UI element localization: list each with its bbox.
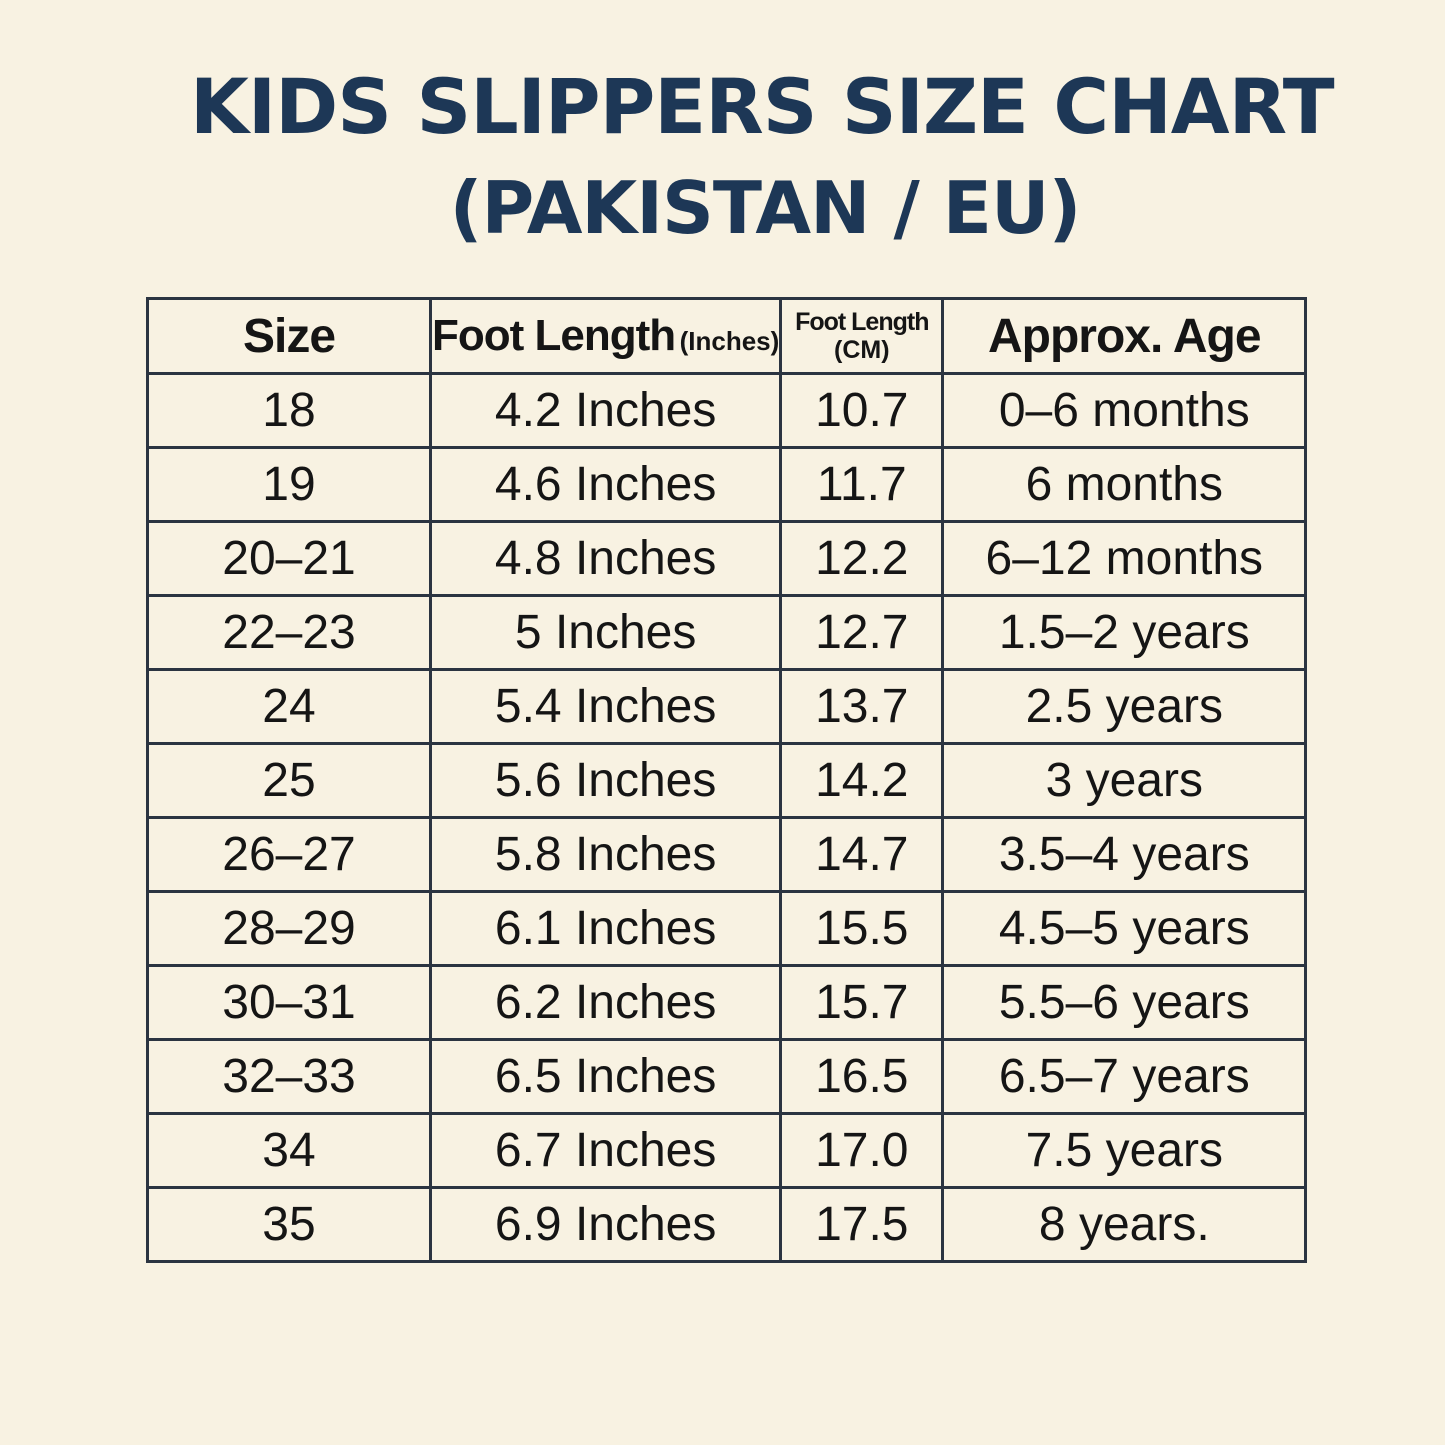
table-cell: 6.2 Inches bbox=[428, 964, 783, 1041]
table-cell: 6.5 Inches bbox=[428, 1038, 783, 1115]
table-cell: 15.7 bbox=[779, 964, 945, 1041]
table-cell: 30–31 bbox=[146, 964, 432, 1041]
table-cell: 5.6 Inches bbox=[428, 742, 783, 819]
table-cell: 6.1 Inches bbox=[428, 890, 783, 967]
table-row: 28–29 6.1 Inches 15.5 4.5–5 years bbox=[146, 890, 1308, 967]
column-label: Foot Length bbox=[795, 308, 929, 336]
table-cell: 7.5 years bbox=[941, 1112, 1308, 1189]
column-header: Foot Length (CM) bbox=[779, 297, 945, 375]
table-cell: 19 bbox=[146, 446, 432, 523]
table-cell: 4.8 Inches bbox=[428, 520, 783, 597]
table-cell: 14.7 bbox=[779, 816, 945, 893]
column-label: Approx. Age bbox=[987, 309, 1262, 363]
header-row: Size Foot Length (Inches) Foot Length (CM) A… bbox=[146, 297, 1308, 375]
column-unit: (CM) bbox=[834, 336, 890, 364]
column-label: Foot Length bbox=[432, 311, 677, 360]
table-cell: 6.7 Inches bbox=[428, 1112, 783, 1189]
table-row: 19 4.6 Inches 11.7 6 months bbox=[146, 446, 1308, 523]
table-row: 30–31 6.2 Inches 15.7 5.5–6 years bbox=[146, 964, 1308, 1041]
column-unit: (Inches) bbox=[679, 326, 780, 356]
table-cell: 32–33 bbox=[146, 1038, 432, 1115]
table-row: 20–21 4.8 Inches 12.2 6–12 months bbox=[146, 520, 1308, 597]
table-cell: 2.5 years bbox=[941, 668, 1308, 745]
table-cell: 28–29 bbox=[146, 890, 432, 967]
table-cell: 24 bbox=[146, 668, 432, 745]
table-row: 32–33 6.5 Inches 16.5 6.5–7 years bbox=[146, 1038, 1308, 1115]
table-cell: 26–27 bbox=[146, 816, 432, 893]
table-cell: 4.6 Inches bbox=[428, 446, 783, 523]
table-cell: 13.7 bbox=[779, 668, 945, 745]
table-row: 35 6.9 Inches 17.5 8 years. bbox=[146, 1186, 1308, 1263]
table-cell: 18 bbox=[146, 372, 432, 449]
table-cell: 6–12 months bbox=[941, 520, 1308, 597]
table-cell: 1.5–2 years bbox=[941, 594, 1308, 671]
table-cell: 25 bbox=[146, 742, 432, 819]
table-cell: 0–6 months bbox=[941, 372, 1308, 449]
table-body: 18 4.2 Inches 10.7 0–6 months 19 4.6 Inches 11… bbox=[146, 372, 1308, 1263]
column-label: Size bbox=[242, 309, 336, 363]
table-cell: 16.5 bbox=[779, 1038, 945, 1115]
table-row: 25 5.6 Inches 14.2 3 years bbox=[146, 742, 1308, 819]
table-cell: 17.0 bbox=[779, 1112, 945, 1189]
table-cell: 6.5–7 years bbox=[941, 1038, 1308, 1115]
size-table: Size Foot Length (Inches) Foot Length (CM) A… bbox=[146, 297, 1308, 1263]
table-cell: 14.2 bbox=[779, 742, 945, 819]
table-cell: 4.2 Inches bbox=[428, 372, 783, 449]
table-row: 18 4.2 Inches 10.7 0–6 months bbox=[146, 372, 1308, 449]
column-header: Size bbox=[146, 297, 432, 375]
table-cell: 12.2 bbox=[779, 520, 945, 597]
table-cell: 3.5–4 years bbox=[941, 816, 1308, 893]
table-row: 22–23 5 Inches 12.7 1.5–2 years bbox=[146, 594, 1308, 671]
table-cell: 6.9 Inches bbox=[428, 1186, 783, 1263]
table-cell: 5 Inches bbox=[428, 594, 783, 671]
table-cell: 5.5–6 years bbox=[941, 964, 1308, 1041]
table-cell: 22–23 bbox=[146, 594, 432, 671]
table-cell: 8 years. bbox=[941, 1186, 1308, 1263]
title: KIDS SLIPPERS SIZE CHART bbox=[190, 62, 1335, 151]
column-header: Foot Length (Inches) bbox=[428, 297, 783, 375]
table-cell: 12.7 bbox=[779, 594, 945, 671]
table-head: Size Foot Length (Inches) Foot Length (CM) A… bbox=[146, 297, 1308, 375]
table-cell: 35 bbox=[146, 1186, 432, 1263]
table-cell: 4.5–5 years bbox=[941, 890, 1308, 967]
subtitle: (PAKISTAN / EU) bbox=[449, 166, 1082, 250]
table-cell: 15.5 bbox=[779, 890, 945, 967]
table-row: 34 6.7 Inches 17.0 7.5 years bbox=[146, 1112, 1308, 1189]
table-row: 24 5.4 Inches 13.7 2.5 years bbox=[146, 668, 1308, 745]
table-cell: 5.4 Inches bbox=[428, 668, 783, 745]
table-row: 26–27 5.8 Inches 14.7 3.5–4 years bbox=[146, 816, 1308, 893]
table-cell: 11.7 bbox=[779, 446, 945, 523]
table-cell: 17.5 bbox=[779, 1186, 945, 1263]
column-header: Approx. Age bbox=[941, 297, 1308, 375]
table-cell: 20–21 bbox=[146, 520, 432, 597]
table-cell: 5.8 Inches bbox=[428, 816, 783, 893]
table-cell: 34 bbox=[146, 1112, 432, 1189]
table-cell: 10.7 bbox=[779, 372, 945, 449]
table-cell: 3 years bbox=[941, 742, 1308, 819]
table-cell: 6 months bbox=[941, 446, 1308, 523]
